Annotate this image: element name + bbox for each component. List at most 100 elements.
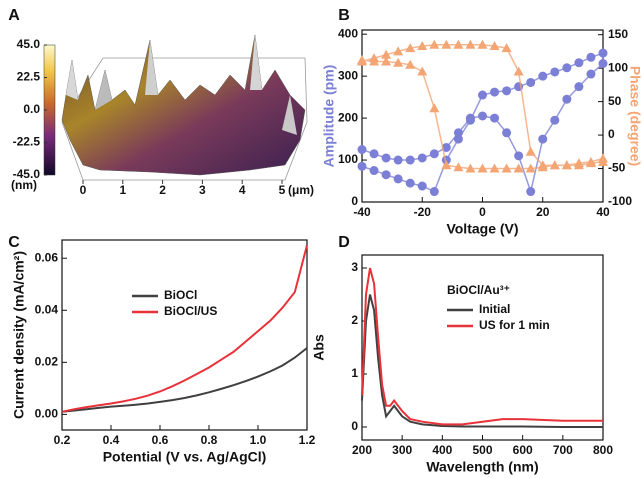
y-axis-label: Current density (mA/cm²) (11, 251, 27, 419)
marker (357, 55, 367, 64)
series-line (62, 245, 307, 412)
legend-label: US for 1 min (479, 318, 550, 332)
x-tick-label: 600 (513, 443, 533, 457)
marker (574, 82, 583, 91)
marker (466, 114, 475, 123)
marker (406, 156, 415, 165)
figure: A012345(μm)45.022.50.0-22.5-45.0(nm)B-40… (0, 0, 644, 478)
marker (358, 145, 367, 154)
marker (406, 179, 415, 188)
x-tick-label: 20 (536, 205, 550, 219)
marker (502, 128, 511, 137)
x-tick-label: 0.2 (54, 433, 71, 447)
y-tick-label: 0.00 (35, 407, 59, 421)
marker (526, 78, 535, 87)
marker (550, 67, 559, 76)
y2-tick-label: -50 (608, 161, 626, 175)
marker (526, 187, 535, 196)
marker (502, 86, 511, 95)
marker (599, 59, 608, 68)
marker (429, 103, 439, 112)
x-tick-label: 2 (159, 183, 166, 197)
marker (382, 170, 391, 179)
x-tick-label: 200 (352, 443, 372, 457)
colorbar-tick-label: 22.5 (17, 70, 41, 84)
legend-label: BiOCl (164, 288, 197, 302)
y-tick-label: 0.02 (35, 355, 59, 369)
marker (586, 70, 595, 79)
y2-tick-label: -100 (608, 194, 632, 208)
y-axis-label: Abs (311, 334, 327, 361)
marker (514, 66, 524, 75)
marker (394, 174, 403, 183)
x-tick-label: 500 (472, 443, 492, 457)
y2-tick-label: 150 (608, 27, 628, 41)
y-tick-label: 2 (351, 313, 358, 327)
x-tick-label: 0.6 (152, 433, 169, 447)
colorbar-label: (nm) (11, 178, 37, 192)
x-tick-label: 4 (239, 183, 246, 197)
panel-label: B (338, 7, 350, 24)
y2-tick-label: 0 (608, 127, 615, 141)
x-axis-label: Potential (V vs. Ag/AgCl) (103, 449, 267, 465)
x-tick-label: 0 (479, 205, 486, 219)
marker (562, 63, 571, 72)
marker (454, 128, 463, 137)
marker (430, 149, 439, 158)
y2-axis-label: Phase (degree) (627, 66, 643, 166)
y-tick-label: 300 (338, 68, 358, 82)
marker (526, 147, 536, 156)
marker (550, 116, 559, 125)
y-tick-label: 1 (351, 366, 358, 380)
annotation: BiOCl/Au³⁺ (447, 283, 510, 297)
x-tick-label: 3 (199, 183, 206, 197)
x-axis-label: Voltage (V) (446, 221, 518, 237)
x-axis-label: Wavelength (nm) (426, 459, 538, 475)
marker (586, 53, 595, 62)
x-tick-label: 1 (119, 183, 126, 197)
colorbar-tick-label: -22.5 (13, 135, 41, 149)
marker (538, 72, 547, 81)
colorbar-tick-label: 0.0 (23, 102, 40, 116)
x-tick-label: 1.0 (250, 433, 267, 447)
marker (358, 162, 367, 171)
marker (370, 166, 379, 175)
marker (490, 88, 499, 97)
y-tick-label: 3 (351, 260, 358, 274)
marker (514, 151, 523, 160)
x-tick-label: 1.2 (299, 433, 316, 447)
x-tick-label: 0.8 (201, 433, 218, 447)
marker (418, 153, 427, 162)
x-tick-label: 700 (553, 443, 573, 457)
x-tick-label: 0.4 (103, 433, 120, 447)
y-tick-label: 400 (338, 26, 358, 40)
marker (538, 135, 547, 144)
marker (382, 153, 391, 162)
x-axis-label: (μm) (288, 183, 314, 197)
y2-tick-label: 50 (608, 94, 622, 108)
marker (574, 58, 583, 67)
marker (394, 156, 403, 165)
x-tick-label: 300 (392, 443, 412, 457)
y-tick-label: 0 (351, 194, 358, 208)
marker (562, 95, 571, 104)
afm-surface (62, 35, 307, 180)
marker (478, 91, 487, 100)
x-tick-label: 800 (593, 443, 613, 457)
panel-label: C (8, 234, 20, 251)
marker (417, 66, 427, 75)
x-tick-label: 400 (432, 443, 452, 457)
y2-tick-label: 100 (608, 60, 628, 74)
x-tick-label: 0 (80, 183, 87, 197)
y-axis-label: Amplitude (pm) (321, 65, 337, 168)
panel-label: D (338, 234, 350, 251)
plot-frame (62, 240, 307, 430)
y-tick-label: 0.04 (35, 302, 59, 316)
marker (478, 112, 487, 121)
x-tick-label: -20 (414, 205, 432, 219)
marker (430, 187, 439, 196)
legend-label: Initial (479, 302, 510, 316)
y-tick-label: 0 (351, 419, 358, 433)
marker (490, 114, 499, 123)
marker (418, 182, 427, 191)
